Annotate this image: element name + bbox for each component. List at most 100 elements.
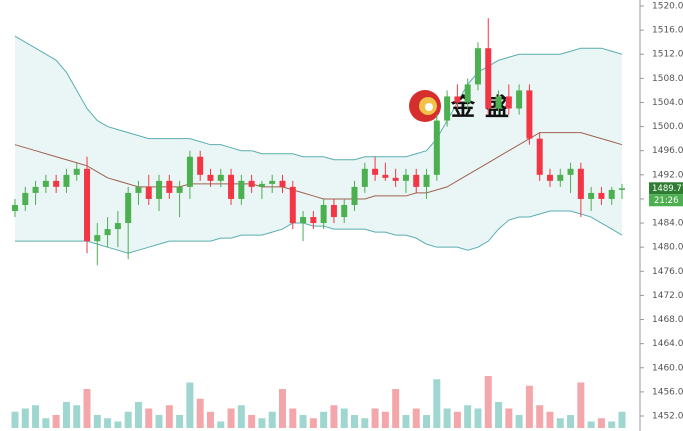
candle-body [577,168,584,199]
candle-body [341,204,348,218]
candle-body [94,235,101,242]
volume-bar [309,418,317,428]
volume-bar [474,408,482,428]
candle-body [217,174,224,181]
volume-bar [546,411,554,428]
candle-body [300,217,307,224]
y-tick-label: 1484.00 [652,219,683,229]
candle-body [156,180,163,199]
volume-bar [278,389,286,428]
volume-bar [495,402,503,428]
volume-bar [186,382,194,428]
volume-bar [11,411,19,428]
candle-body [310,217,317,224]
volume-bar [52,415,60,428]
band-line [14,35,623,161]
volume-bar [577,382,585,428]
candle-body [433,120,440,175]
candle-body [289,186,296,224]
candle-body [125,192,132,224]
candle-body [228,174,235,199]
volume-bar [237,405,245,428]
y-tick-label: 1496.00 [652,146,683,156]
candle-body [176,186,183,193]
y-tick-label: 1512.00 [652,50,683,60]
volume-bar [268,411,276,428]
volume-bar [32,405,40,428]
y-tick-label: 1464.00 [652,339,683,349]
volume-bar [597,418,605,428]
candle-body [258,183,265,187]
volume-bar [525,385,533,428]
candle-body [619,188,625,190]
volume-bar [258,418,266,428]
candle-body [114,223,121,230]
candle-body [474,48,481,85]
candle-body [567,168,574,175]
volume-bar [73,405,81,428]
volume-bar [176,415,184,428]
candle-body [238,180,245,199]
volume-bar [248,415,256,428]
countdown-label: 21:26 [654,196,679,206]
volume-bar [124,411,132,428]
candle-body [402,174,409,181]
candle-body [526,90,533,139]
candle-body [444,96,451,121]
candle-body [413,174,420,187]
candle-body [145,186,152,199]
volume-bar [330,405,338,428]
y-tick-label: 1520.00 [652,2,683,12]
y-tick-label: 1480.00 [652,243,683,253]
candle-body [279,180,286,187]
volume-bar [93,415,101,428]
candle-body [73,168,80,175]
candle-body [22,192,29,205]
candle-body [166,180,173,193]
volume-bar [206,411,214,428]
candle-body [454,96,461,103]
candle-body [372,168,379,175]
y-tick-label: 1504.00 [652,98,683,108]
candle-body [53,180,60,187]
candle-body [320,204,327,224]
volume-bar [505,408,513,428]
candle-body [608,189,615,199]
volume-bar [464,405,472,428]
volume-bar [165,405,173,428]
candle-body [186,156,193,187]
candle-body [84,168,91,242]
candle-body [248,180,255,187]
last-price-label: 1489.77 [652,184,683,194]
volume-bar [556,418,564,428]
candle-body [546,174,553,181]
volume-bar [21,408,29,428]
volume-bar [134,402,142,428]
band-line [14,132,623,200]
volume-bar [196,398,204,428]
candle-body [464,84,471,103]
volume-bar [217,421,225,428]
volume-bar [289,408,297,428]
candle-body [135,186,142,193]
candle-body [382,174,389,178]
volume-bar [155,415,163,428]
volume-bar [361,418,369,428]
volume-bar [114,421,122,428]
volume-bar [443,408,451,428]
volume-bar [392,389,400,428]
candle-body [423,174,430,187]
volume-bar [567,415,575,428]
volume-bar [381,411,389,428]
volume-bar [42,418,50,428]
volume-bar [104,418,112,428]
volume-bar [536,405,544,428]
candle-body [12,204,18,211]
candle-body [197,156,204,175]
candle-body [495,96,502,109]
band-line [15,210,623,254]
volume-bar [299,415,307,428]
volume-bar [587,421,595,428]
candle-body [598,192,605,199]
